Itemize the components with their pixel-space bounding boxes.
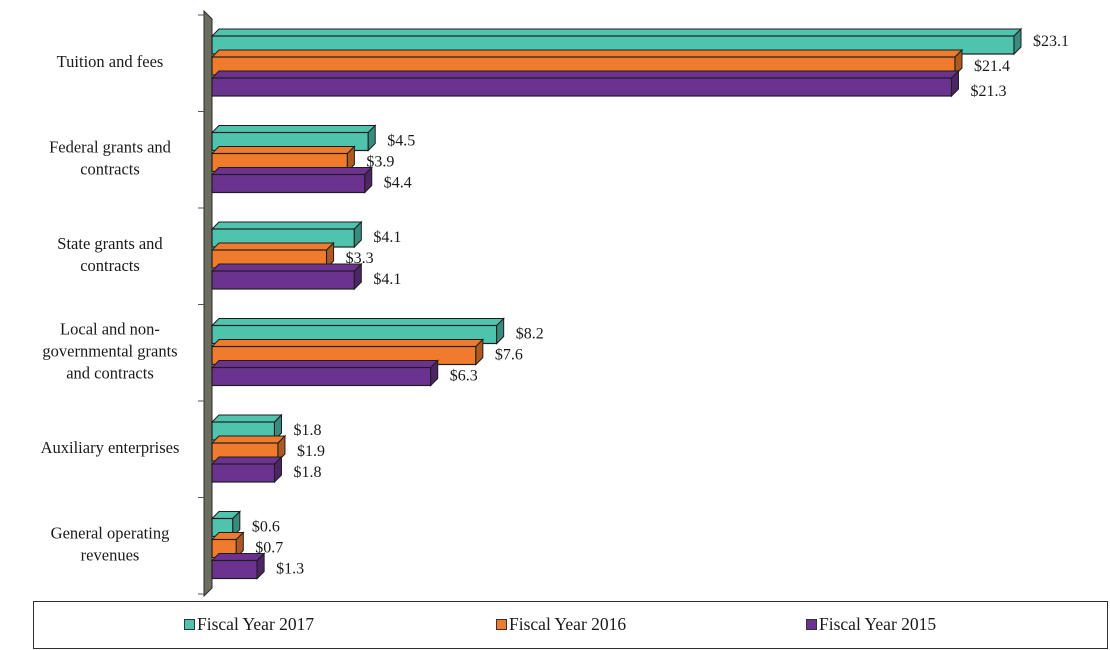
data-label-fy2017: $23.1 — [1033, 33, 1069, 50]
revenue-bar-chart: Tuition and fees Federal grants and contra… — [41, 9, 1069, 598]
data-labels: $23.1 $21.4 $21.3 $4.5 $3.9 $4.4 $4.1 $3.3 $4.1 $… — [252, 33, 1069, 578]
data-label-fy2015: $6.3 — [450, 368, 478, 385]
data-label-fy2016: $0.7 — [255, 540, 283, 557]
data-label-fy2017: $0.6 — [252, 519, 280, 536]
bar-fy2017 — [210, 510, 242, 538]
data-label-fy2016: $3.3 — [346, 250, 374, 267]
data-label-fy2017: $1.8 — [293, 422, 321, 439]
category-label: State grants and contracts — [57, 234, 163, 275]
category-label: Tuition and fees — [57, 52, 164, 71]
data-label-fy2016: $1.9 — [297, 443, 325, 460]
data-label-fy2017: $8.2 — [516, 326, 544, 343]
category-label: Auxiliary enterprises — [41, 438, 180, 457]
data-label-fy2017: $4.1 — [373, 229, 401, 246]
bar-fy2015 — [210, 359, 439, 387]
bar-fy2015 — [210, 262, 363, 291]
data-label-fy2015: $1.8 — [293, 464, 321, 481]
bar-fy2015 — [210, 455, 283, 484]
legend-label-fy2016: Fiscal Year 2016 — [509, 614, 627, 634]
data-label-fy2016: $7.6 — [495, 347, 523, 364]
data-label-fy2015: $4.1 — [373, 271, 401, 288]
legend-swatch-fy2015 — [806, 619, 817, 630]
legend-item-fy2017: Fiscal Year 2017 — [184, 614, 314, 635]
legend-label-fy2015: Fiscal Year 2015 — [819, 614, 937, 634]
data-label-fy2015: $4.4 — [384, 175, 412, 192]
bar-fy2015 — [210, 69, 960, 98]
axis-wall — [203, 9, 213, 598]
category-labels: Tuition and fees Federal grants and contra… — [41, 52, 180, 565]
bar-fy2015 — [210, 166, 373, 194]
chart-back-wall — [203, 9, 213, 598]
legend-item-fy2015: Fiscal Year 2015 — [806, 614, 936, 635]
legend-swatch-fy2017 — [184, 619, 195, 630]
legend: Fiscal Year 2017 Fiscal Year 2016 Fiscal… — [33, 601, 1108, 649]
category-label: Federal grants and contracts — [49, 138, 172, 179]
axis-ticks — [198, 14, 204, 595]
category-label: Local and non-governmental grants and con… — [42, 320, 177, 383]
legend-swatch-fy2016 — [496, 619, 507, 630]
data-label-fy2016: $21.4 — [974, 58, 1010, 75]
bars — [210, 27, 1023, 580]
legend-item-fy2016: Fiscal Year 2016 — [496, 614, 626, 635]
data-label-fy2017: $4.5 — [387, 133, 415, 150]
bar-fy2015 — [210, 552, 266, 580]
data-label-fy2016: $3.9 — [366, 154, 394, 171]
category-label: General operating revenues — [51, 524, 170, 565]
data-label-fy2015: $21.3 — [971, 83, 1007, 100]
data-label-fy2015: $1.3 — [276, 561, 304, 578]
legend-label-fy2017: Fiscal Year 2017 — [197, 614, 315, 634]
